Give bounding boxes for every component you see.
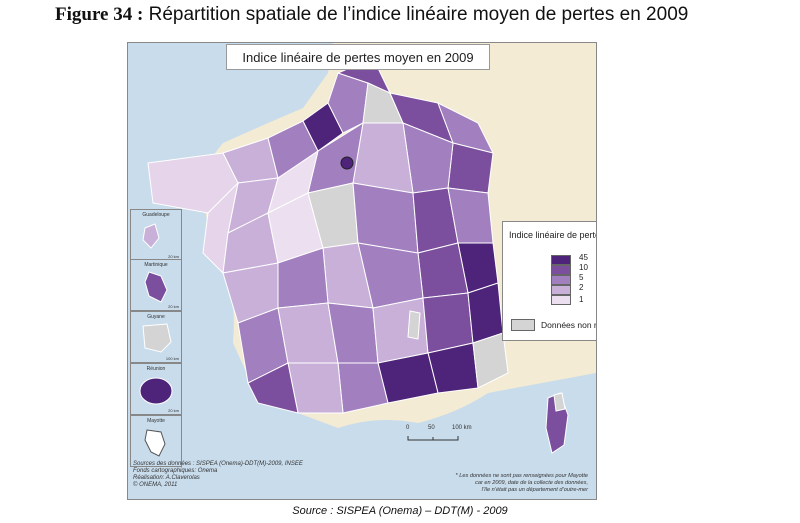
inset-mayotte: Mayotte [130,415,182,467]
scale-bar [407,436,459,441]
map-frame: Indice linéaire de pertes moyen en 2009 … [127,42,597,500]
inset-reunion: Réunion 20 km [130,363,182,415]
map-title: Indice linéaire de pertes moyen en 2009 [226,44,490,70]
inset-reunion-shape [139,377,173,405]
inset-scale-guyane: 100 km [165,356,179,361]
legend-swatch-10 [551,265,571,275]
inset-scale-guadeloupe: 20 km [168,254,179,259]
sources-line-2: Fonds cartographiques: Onema [133,468,218,474]
inset-label-reunion: Réunion [146,366,166,372]
legend-value-1: 1 [579,295,584,304]
figure-title: Figure 34 : Répartition spatiale de l’in… [55,4,688,26]
sea-area [128,143,596,499]
legend-value-2: 2 [579,283,584,292]
legend-swatch-1 [551,295,571,305]
map-footnote: * Les données ne sont pas renseignées po… [456,473,588,494]
figure-source: Source : SISPEA (Onema) – DDT(M) - 2009 [292,505,508,517]
inset-label-mayotte: Mayotte [147,418,165,424]
legend-value-5: 5 [579,273,584,282]
corsica-north [553,392,566,412]
legend: Indice linéaire de pertes moyen 45 10 5 … [502,221,597,341]
footnote-line-1: * Les données ne sont pas renseignées po… [455,473,588,479]
inset-label-martinique: Martinique [144,262,168,268]
map-sources: Sources des données : SISPEA (Onema)-DDT… [133,461,303,489]
inset-mayotte-shape [144,429,166,457]
sources-line-4: © ONEMA, 2011 [133,482,178,488]
legend-swatch-5 [551,275,571,285]
legend-swatch-2 [551,285,571,295]
inset-label-guyane: Guyane [147,314,165,320]
scale-label-0: 0 [406,425,410,431]
inset-martinique: Martinique 20 km [130,259,182,311]
footnote-line-2: car en 2009, date de la collecte des don… [475,480,588,486]
legend-title: Indice linéaire de pertes moyen [509,230,596,240]
footnote-line-3: l’île n’était pas un département d’outre… [481,487,588,493]
department-polygons [147,57,509,414]
legend-value-10: 10 [579,263,588,272]
sources-line-1: Sources des données : SISPEA (Onema)-DDT… [133,461,303,467]
legend-swatch-45 [551,255,571,265]
figure-title-text: Répartition spatiale de l’indice linéair… [148,4,689,25]
inset-guadeloupe: Guadeloupe 20 km [130,209,182,261]
legend-no-data-label: Données non renseignées* [541,320,597,330]
legend-value-45: 45 [579,253,588,262]
france-map [128,43,596,499]
inset-scale-reunion: 20 km [168,408,179,413]
scale-label-50: 50 [428,425,435,431]
sources-line-3: Réalisation: A.Claverolas [133,475,200,481]
scale-label-100: 100 km [452,425,472,431]
figure-number: Figure 34 : [55,4,144,25]
inset-guyane-shape [142,323,172,353]
inset-label-guadeloupe: Guadeloupe [142,212,170,218]
inset-martinique-shape [144,271,168,303]
inset-scale-martinique: 20 km [168,304,179,309]
legend-swatch-no-data [511,319,535,331]
inset-guadeloupe-shape [142,223,160,249]
inset-guyane: Guyane 100 km [130,311,182,363]
